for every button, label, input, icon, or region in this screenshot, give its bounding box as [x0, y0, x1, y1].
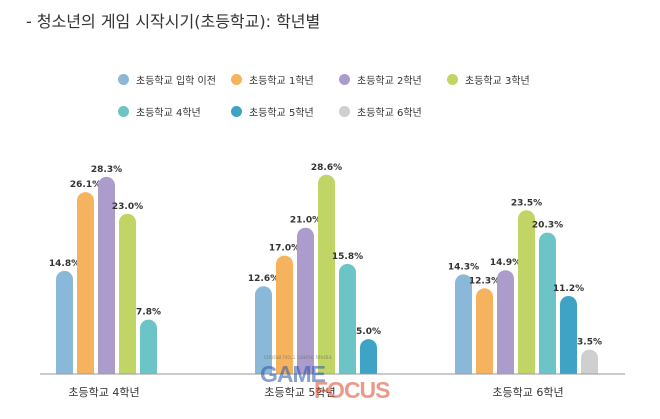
- bar: [455, 274, 472, 374]
- data-label: 11.2%: [553, 284, 584, 294]
- legend: 초등학교 입학 이전 초등학교 1학년 초등학교 2학년 초등학교 3학년 초등…: [118, 72, 558, 136]
- legend-item-grade-4: 초등학교 4학년: [118, 104, 231, 119]
- bar: [255, 286, 272, 374]
- legend-item-pre-school: 초등학교 입학 이전: [118, 72, 231, 87]
- legend-label: 초등학교 4학년: [136, 107, 201, 119]
- data-label: 23.0%: [112, 202, 143, 212]
- bar: [77, 192, 94, 374]
- legend-item-grade-3: 초등학교 3학년: [447, 72, 547, 87]
- legend-swatch: [118, 73, 129, 85]
- watermark-word-focus: FOCUS: [314, 377, 390, 403]
- watermark-word-game: GAME: [260, 361, 326, 387]
- bar: [119, 213, 136, 374]
- legend-swatch: [118, 105, 129, 117]
- bar: [476, 288, 493, 374]
- data-label: 14.3%: [448, 262, 479, 272]
- legend-row-1: 초등학교 입학 이전 초등학교 1학년 초등학교 2학년 초등학교 3학년: [118, 72, 558, 87]
- legend-swatch: [231, 105, 242, 117]
- legend-swatch: [231, 73, 242, 85]
- bar: [360, 339, 377, 374]
- watermark-logo: Global No.1 Game Media GAME FOCUS: [258, 355, 408, 410]
- legend-item-grade-6: 초등학교 6학년: [339, 104, 447, 119]
- legend-label: 초등학교 6학년: [357, 107, 422, 119]
- bar: [297, 227, 314, 374]
- category-label: 초등학교 4학년: [68, 386, 139, 399]
- legend-item-grade-5: 초등학교 5학년: [231, 104, 339, 119]
- data-label: 17.0%: [269, 244, 300, 254]
- bar: [518, 210, 535, 374]
- data-label: 15.8%: [332, 252, 363, 262]
- bar: [98, 176, 115, 374]
- bar: [140, 319, 157, 374]
- category-label: 초등학교 6학년: [492, 386, 563, 399]
- legend-label: 초등학교 3학년: [465, 75, 530, 87]
- bar: [497, 270, 514, 374]
- bar: [56, 270, 73, 374]
- legend-item-grade-1: 초등학교 1학년: [231, 72, 339, 87]
- legend-label: 초등학교 5학년: [249, 107, 314, 119]
- data-label: 23.5%: [511, 198, 542, 208]
- data-label: 12.6%: [248, 274, 279, 284]
- bar: [276, 255, 293, 374]
- data-label: 26.1%: [70, 180, 101, 190]
- data-label: 20.3%: [532, 221, 563, 231]
- legend-label: 초등학교 입학 이전: [136, 75, 216, 87]
- chart-title: - 청소년의 게임 시작시기(초등학교): 학년별: [26, 12, 321, 31]
- legend-swatch: [339, 73, 350, 85]
- data-label: 28.3%: [91, 165, 122, 175]
- category-label: 초등학교 5학년: [264, 386, 335, 399]
- bar: [539, 232, 556, 374]
- bar: [560, 295, 577, 374]
- data-label: 3.5%: [577, 338, 602, 348]
- legend-item-grade-2: 초등학교 2학년: [339, 72, 447, 87]
- legend-row-2: 초등학교 4학년 초등학교 5학년 초등학교 6학년: [118, 104, 558, 119]
- data-label: 14.9%: [490, 258, 521, 268]
- legend-label: 초등학교 1학년: [249, 75, 314, 87]
- data-label: 14.8%: [49, 259, 80, 269]
- data-label: 28.6%: [311, 163, 342, 173]
- bar: [339, 263, 356, 374]
- legend-swatch: [339, 105, 350, 117]
- legend-swatch: [447, 73, 458, 85]
- data-label: 21.0%: [290, 216, 321, 226]
- legend-label: 초등학교 2학년: [357, 75, 422, 87]
- data-label: 5.0%: [356, 327, 381, 337]
- data-label: 7.8%: [136, 308, 161, 318]
- bar: [318, 174, 335, 374]
- data-label: 12.3%: [469, 276, 500, 286]
- bar: [581, 349, 598, 374]
- watermark-tagline: Global No.1 Game Media: [264, 355, 332, 361]
